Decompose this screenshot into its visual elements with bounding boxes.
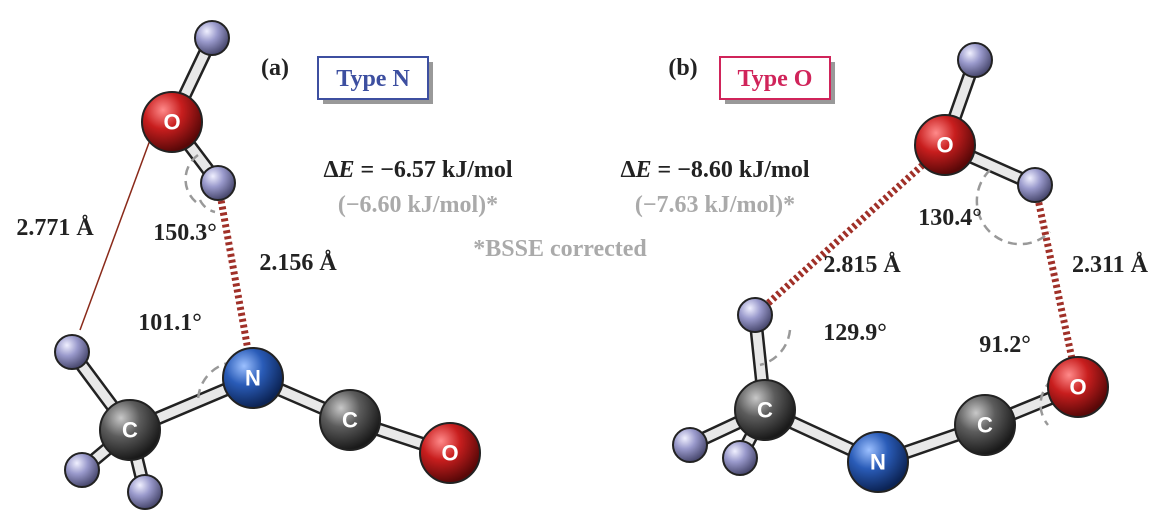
angle-label: 101.1° <box>138 310 202 336</box>
atom-label: C <box>757 398 773 423</box>
type-label: Type O <box>738 66 813 92</box>
hydrogen-atom <box>958 43 992 77</box>
footnote: *BSSE corrected <box>473 236 647 262</box>
atom-label: C <box>977 413 993 438</box>
energy-value: = −6.57 kJ/mol <box>355 157 513 183</box>
atom-label: N <box>245 366 261 391</box>
distance-label: 2.771 Å <box>16 215 94 241</box>
energy: ΔE = −8.60 kJ/mol <box>620 157 809 183</box>
figure: OCNCOOCNCO (a)Type NΔE = −6.57 kJ/mol(−6… <box>0 0 1162 518</box>
angle-arc <box>200 200 215 212</box>
panel-label: (a) <box>261 55 289 81</box>
hydrogen-atom <box>65 453 99 487</box>
angle-label: 129.9° <box>823 320 887 346</box>
energy-value: = −8.60 kJ/mol <box>652 157 810 183</box>
panel-label: (b) <box>668 55 697 81</box>
type-label: Type N <box>336 66 410 92</box>
energy-prefix: Δ <box>620 157 635 183</box>
atom-label: C <box>122 418 138 443</box>
energy-corrected: (−6.60 kJ/mol)* <box>338 192 498 218</box>
hydrogen-atom <box>723 441 757 475</box>
energy-prefix: Δ <box>323 157 338 183</box>
hydrogen-atom <box>55 335 89 369</box>
hydrogen-atom <box>673 428 707 462</box>
hydrogen-atom <box>128 475 162 509</box>
angle-label: 130.4° <box>918 205 982 231</box>
atom-label: C <box>342 408 358 433</box>
hydrogen-atom <box>738 298 772 332</box>
atom-label: O <box>1069 375 1086 400</box>
angle-label: 91.2° <box>979 332 1031 358</box>
bonds <box>72 38 1078 492</box>
atom-label: N <box>870 450 886 475</box>
angle-label: 150.3° <box>153 220 217 246</box>
hydrogen-atom <box>201 166 235 200</box>
energy-var: E <box>338 157 355 183</box>
energy: ΔE = −6.57 kJ/mol <box>323 157 512 183</box>
distance-label: 2.815 Å <box>823 252 901 278</box>
distance-label: 2.311 Å <box>1072 252 1149 278</box>
distance-label: 2.156 Å <box>259 250 337 276</box>
atom-label: O <box>936 133 953 158</box>
energy-var: E <box>635 157 652 183</box>
atom-label: O <box>163 110 180 135</box>
atom-label: O <box>441 441 458 466</box>
hydrogen-atom <box>1018 168 1052 202</box>
hydrogen-atom <box>195 21 229 55</box>
energy-corrected: (−7.63 kJ/mol)* <box>635 192 795 218</box>
